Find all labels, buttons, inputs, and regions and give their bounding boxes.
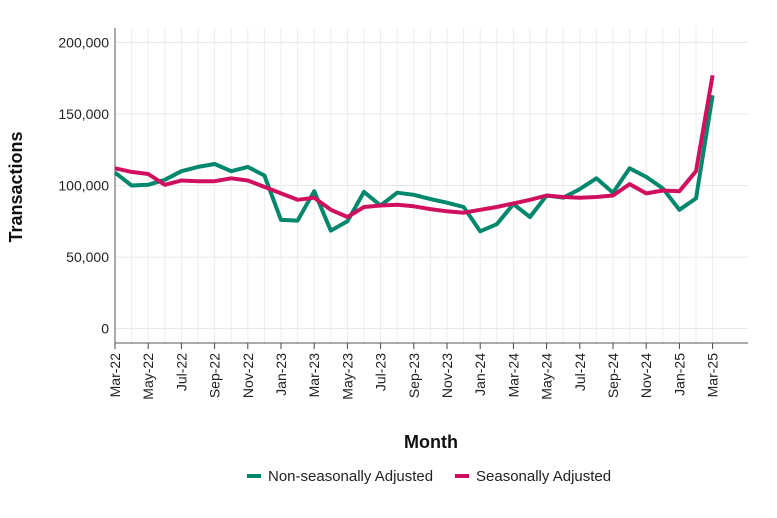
legend-label: Non-seasonally Adjusted — [268, 468, 433, 485]
series-line-seasonally-adjusted — [114, 74, 715, 219]
x-tick-label: Mar-23 — [306, 353, 322, 398]
series-line-non-seasonally-adjusted — [113, 94, 715, 234]
y-tick-label: 200,000 — [58, 34, 109, 50]
legend: Non-seasonally Adjusted Seasonally Adjust… — [247, 468, 611, 485]
x-tick-label: May-23 — [339, 353, 355, 400]
x-tick-label: May-24 — [539, 353, 555, 400]
x-tick-label: Mar-22 — [107, 353, 123, 398]
y-tick-label: 50,000 — [66, 249, 109, 265]
y-tick-label: 150,000 — [58, 106, 109, 122]
x-tick-label: May-22 — [140, 353, 156, 400]
legend-label: Seasonally Adjusted — [476, 468, 611, 485]
x-tick-label: Sep-23 — [406, 353, 422, 398]
x-tick-label: Jul-23 — [373, 353, 389, 391]
x-tick-label: Sep-22 — [207, 353, 223, 398]
x-tick-label: Sep-24 — [605, 353, 621, 398]
axes: 0 50,000 100,000 150,000 200,000 Mar-22 May-22… — [58, 28, 748, 400]
x-tick-label: Nov-22 — [240, 353, 256, 398]
y-tick-label: 0 — [101, 321, 109, 337]
x-tick-label: Jul-24 — [572, 353, 588, 391]
x-tick-label: Nov-24 — [638, 353, 654, 398]
grid — [114, 28, 748, 343]
x-tick-label: Mar-24 — [505, 353, 521, 398]
x-tick-label: Mar-25 — [705, 353, 721, 398]
y-tick-label: 100,000 — [58, 178, 109, 194]
y-axis-title: Transactions — [6, 131, 26, 242]
series-lines — [113, 74, 715, 234]
x-tick-label: Nov-23 — [439, 353, 455, 398]
x-tick-label: Jan-23 — [273, 353, 289, 396]
x-tick-label: Jul-22 — [173, 353, 189, 391]
x-axis-title: Month — [404, 432, 458, 452]
x-tick-label: Jan-25 — [671, 353, 687, 396]
x-tick-label: Jan-24 — [472, 353, 488, 396]
